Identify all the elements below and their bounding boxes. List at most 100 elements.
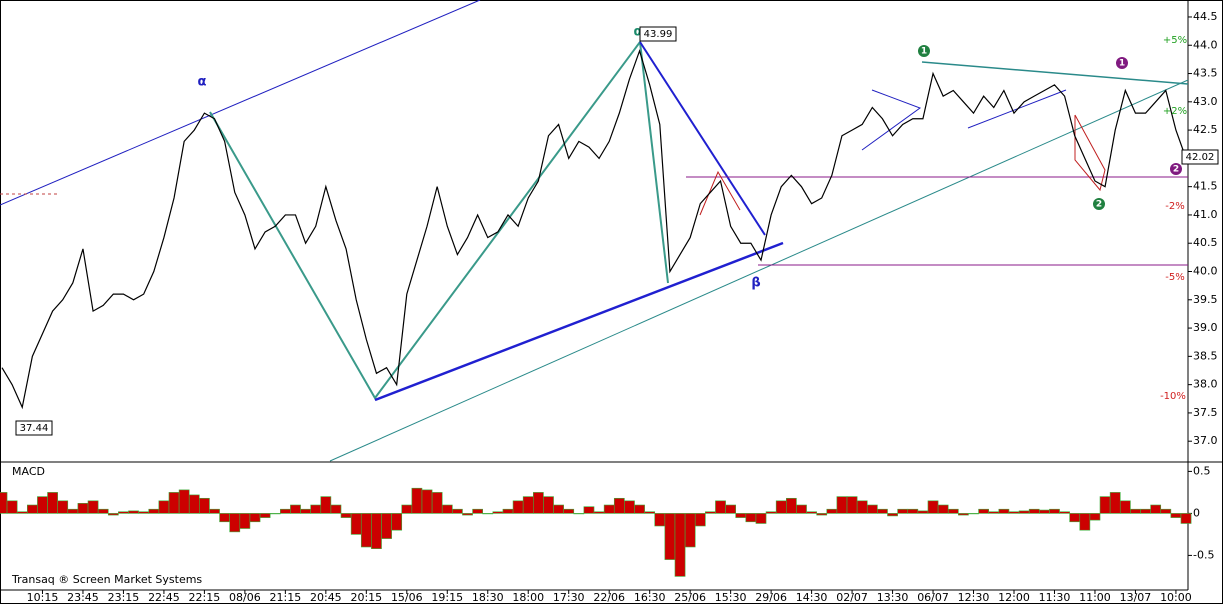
macd-bar (340, 513, 352, 518)
macd-bar (1109, 492, 1121, 514)
annotation: α (198, 75, 207, 90)
wave-number: 1 (921, 47, 927, 57)
macd-bar (603, 504, 615, 514)
macd-bar (856, 500, 868, 514)
x-tick-label: 20:15 (350, 591, 382, 604)
x-tick-label: 23:45 (67, 591, 99, 604)
y-tick-label: 44.5 (1193, 10, 1218, 23)
macd-bar (77, 503, 89, 514)
macd-bar (958, 513, 969, 516)
macd-bar (148, 508, 160, 514)
macd-bar (826, 508, 838, 514)
macd-bar (259, 513, 271, 518)
x-tick-label: 20:45 (310, 591, 342, 604)
x-tick-label: 16:30 (634, 591, 666, 604)
macd-bar (6, 500, 18, 514)
macd-bar (684, 513, 696, 548)
macd-bar (563, 508, 575, 514)
y-tick-label: 38.5 (1193, 349, 1218, 362)
macd-bar (16, 511, 28, 514)
macd-bar (765, 511, 777, 514)
macd-bar (775, 500, 787, 514)
annotation: -10% (1160, 391, 1186, 402)
y-tick-label: 40.5 (1193, 236, 1218, 249)
macd-bar (1180, 513, 1192, 524)
macd-bar (593, 511, 605, 514)
macd-bar (674, 513, 686, 577)
y-tick-label: 37.0 (1193, 434, 1218, 447)
wave-marker (918, 45, 930, 57)
macd-bar (219, 513, 231, 523)
macd-bar (715, 500, 726, 514)
macd-bar (107, 513, 119, 516)
macd-bar (654, 513, 666, 527)
macd-bar (269, 513, 281, 515)
y-tick-label: 39.5 (1193, 293, 1218, 306)
macd-bar (755, 513, 767, 524)
macd-bar (1150, 504, 1162, 514)
macd-bar (1049, 508, 1060, 514)
macd-bar (209, 508, 220, 514)
macd-bar (1170, 513, 1182, 518)
x-tick-label: 22:15 (189, 591, 221, 604)
macd-bar (381, 513, 392, 539)
macd-bar (350, 513, 362, 535)
wave-marker (1170, 163, 1182, 175)
trendlines (0, 0, 1189, 462)
macd-bar (1099, 496, 1111, 514)
macd-bar (553, 504, 564, 514)
macd-bar (67, 508, 79, 514)
panel-title: MACD (12, 465, 45, 478)
macd-bar (947, 508, 959, 514)
macd-bar (1130, 508, 1141, 514)
x-tick-label: 25/06 (674, 591, 706, 604)
x-tick-label: 21:15 (270, 591, 302, 604)
x-tick-label: 14:30 (796, 591, 828, 604)
macd-bar (613, 497, 625, 514)
macd-bar (1119, 500, 1131, 514)
macd-bar (158, 500, 170, 514)
x-tick-label: 23:15 (108, 591, 140, 604)
value-label: 37.44 (20, 423, 49, 434)
value-box (1181, 149, 1219, 165)
macd-bar (472, 508, 483, 514)
macd-bar (877, 508, 888, 514)
x-tick-label: 13:30 (877, 591, 909, 604)
y-tick-label: 44.0 (1193, 38, 1218, 51)
x-tick-label: 18:00 (512, 591, 544, 604)
macd-bar (806, 511, 817, 514)
macd-bar (320, 496, 332, 514)
macd-bar (57, 500, 69, 514)
y-tick-label: 39.0 (1193, 321, 1218, 334)
macd-bar (279, 508, 291, 514)
macd-bar (26, 504, 38, 514)
macd-bar (785, 497, 797, 514)
macd-bar (138, 511, 150, 514)
x-tick-label: 18:30 (472, 591, 504, 604)
annotation: +2% (1163, 106, 1187, 117)
macd-bar (1059, 511, 1070, 514)
macd-bar (1069, 513, 1081, 523)
macd-bar (462, 513, 473, 516)
macd-bar (705, 511, 716, 514)
macd-bar (492, 511, 504, 514)
wave-number: 2 (1173, 165, 1179, 175)
x-tick-label: 11:00 (1079, 591, 1111, 604)
x-tick-label: 15/06 (391, 591, 423, 604)
macd-bar (229, 513, 241, 533)
macd-bar (1028, 508, 1040, 514)
macd-bar (543, 496, 554, 514)
macd-bar (97, 508, 109, 514)
macd-bar (391, 513, 403, 531)
macd-bar (128, 510, 139, 514)
y-tick-label: 41.5 (1193, 180, 1218, 193)
footer: Transaq ® Screen Market Systems (11, 573, 202, 586)
macd-bar (421, 489, 433, 514)
annotation: -2% (1165, 201, 1184, 212)
value-box (639, 26, 677, 42)
annotation: -5% (1165, 272, 1184, 283)
macd-bar (937, 504, 949, 514)
wave-number: 2 (1096, 200, 1102, 210)
macd-bar (87, 500, 99, 514)
macd-bar (532, 492, 544, 514)
